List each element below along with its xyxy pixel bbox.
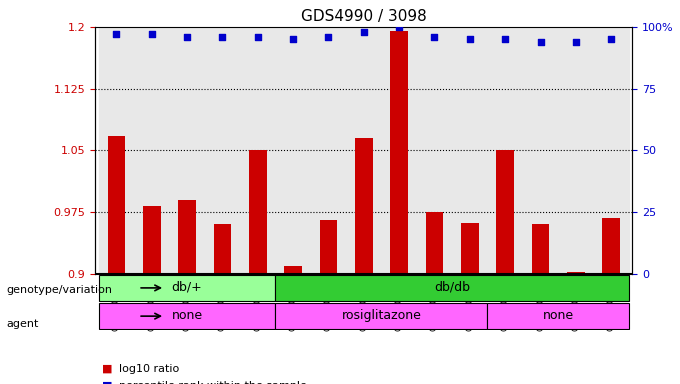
Point [217, 34, 228, 40]
Bar [523, 27, 558, 274]
FancyBboxPatch shape [99, 275, 275, 301]
FancyBboxPatch shape [488, 303, 629, 329]
Title: GDS4990 / 3098: GDS4990 / 3098 [301, 9, 426, 24]
Bar [602, 218, 620, 274]
Bar [249, 151, 267, 274]
Point [252, 34, 263, 40]
Bar [214, 224, 231, 274]
Text: agent: agent [7, 319, 39, 329]
Bar [558, 27, 594, 274]
Point [394, 24, 405, 30]
Bar [594, 27, 629, 274]
Bar [240, 27, 275, 274]
Bar [178, 200, 196, 274]
Bar [311, 27, 346, 274]
Text: db/db: db/db [434, 281, 470, 294]
Bar [99, 27, 134, 274]
Text: none: none [543, 309, 574, 322]
Bar [488, 27, 523, 274]
Point [464, 36, 475, 42]
Point [500, 36, 511, 42]
Point [429, 34, 440, 40]
Bar [346, 27, 381, 274]
FancyBboxPatch shape [275, 303, 488, 329]
Bar [284, 266, 302, 274]
Bar [107, 136, 125, 274]
Bar [567, 272, 585, 274]
Bar [275, 27, 311, 274]
Bar [143, 206, 160, 274]
Bar [532, 224, 549, 274]
Text: ■: ■ [102, 381, 112, 384]
Bar [452, 27, 488, 274]
Point [288, 36, 299, 42]
Bar [461, 223, 479, 274]
Point [323, 34, 334, 40]
Bar [390, 31, 408, 274]
Point [146, 31, 157, 37]
Bar [426, 212, 443, 274]
Bar [496, 151, 514, 274]
Point [535, 39, 546, 45]
Bar [169, 27, 205, 274]
Bar [417, 27, 452, 274]
Bar [205, 27, 240, 274]
Bar [320, 220, 337, 274]
Point [358, 29, 369, 35]
FancyBboxPatch shape [99, 303, 275, 329]
Text: genotype/variation: genotype/variation [7, 285, 113, 295]
Bar [134, 27, 169, 274]
Text: ■: ■ [102, 364, 112, 374]
Text: db/+: db/+ [172, 281, 203, 294]
Text: log10 ratio: log10 ratio [119, 364, 180, 374]
Bar [355, 138, 373, 274]
Text: percentile rank within the sample: percentile rank within the sample [119, 381, 307, 384]
FancyBboxPatch shape [275, 275, 629, 301]
Text: none: none [171, 309, 203, 322]
Point [571, 39, 581, 45]
Point [111, 31, 122, 37]
Text: rosiglitazone: rosiglitazone [341, 309, 422, 322]
Point [606, 36, 617, 42]
Bar [381, 27, 417, 274]
Point [182, 34, 192, 40]
